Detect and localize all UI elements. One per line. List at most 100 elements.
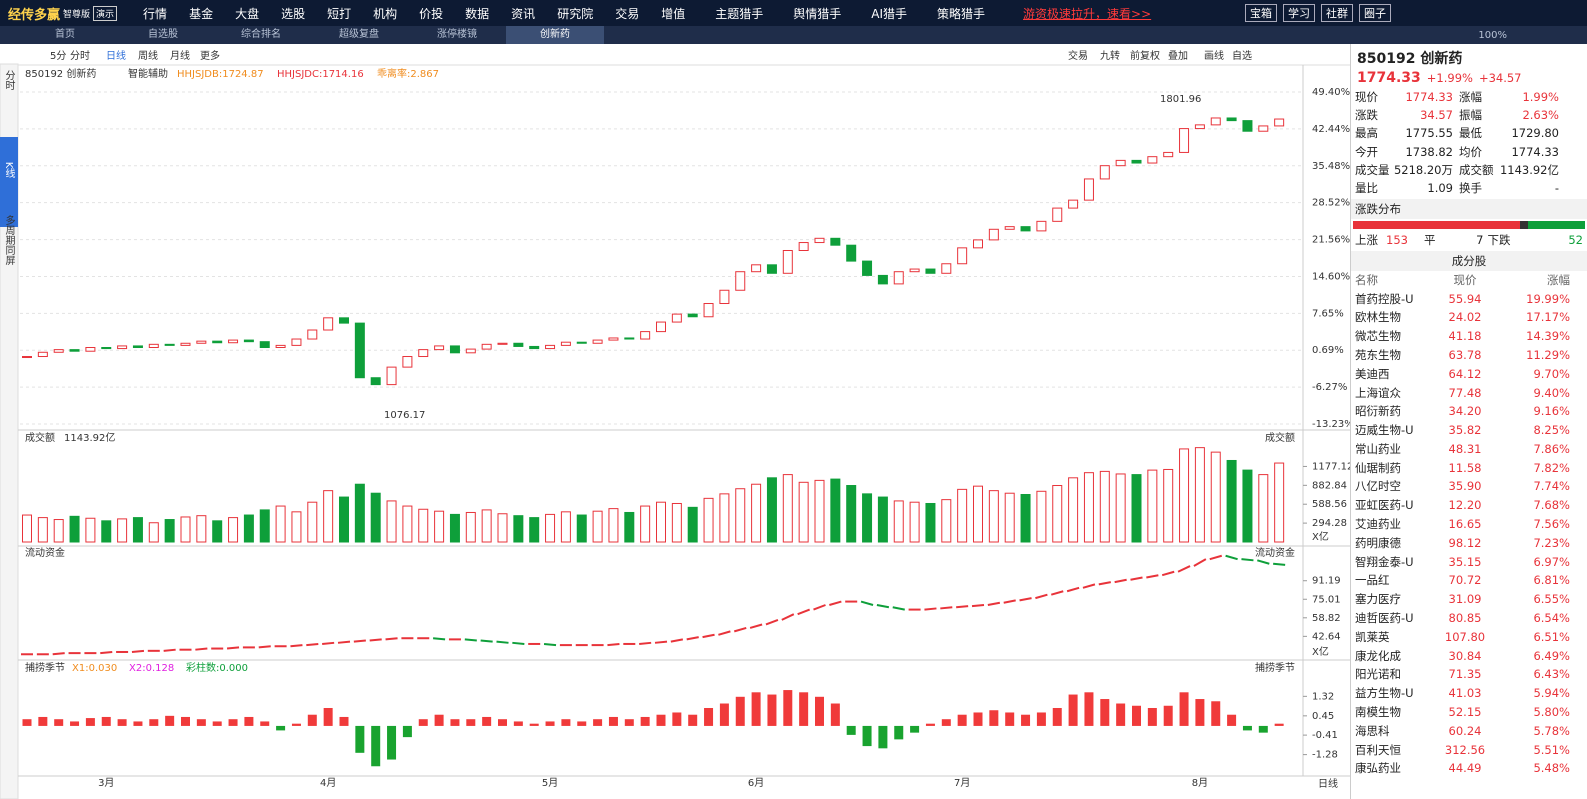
candle <box>925 268 936 274</box>
osc-bar <box>387 725 397 760</box>
constituent-row[interactable]: 美迪西 64.12 9.70% <box>1351 364 1587 383</box>
menu-item[interactable]: 策略猎手 <box>937 6 986 21</box>
constituent-cell: 12.20 <box>1448 498 1482 513</box>
menu-item[interactable]: 机构 <box>373 6 398 21</box>
constituent-row[interactable]: 首药控股-U 55.94 19.99% <box>1351 289 1587 308</box>
constituent-row[interactable]: 阳光诺和 71.35 6.43% <box>1351 665 1587 684</box>
constituent-cell: 35.15 <box>1448 554 1482 569</box>
volume-bar <box>1020 494 1031 543</box>
y-tick-label: -1.28 <box>1312 750 1338 761</box>
volume-bar <box>703 497 714 543</box>
candle <box>1115 159 1126 167</box>
menu-item[interactable]: 主题猎手 <box>715 6 764 21</box>
menu-item[interactable]: 基金 <box>189 6 214 21</box>
distribution-item: 153 <box>1386 233 1408 248</box>
constituent-row[interactable]: 一品红 70.72 6.81% <box>1351 571 1587 590</box>
constituent-row[interactable]: 海思科 60.24 5.78% <box>1351 721 1587 740</box>
top-button[interactable]: 圈子 <box>1359 4 1391 22</box>
flow-dash <box>971 604 985 608</box>
candle <box>307 329 318 340</box>
tab[interactable]: 创新药 <box>506 26 604 44</box>
tab[interactable]: 涨停楼镜 <box>437 29 477 40</box>
promo[interactable]: 游资极速拉升，速看>> <box>1023 6 1152 21</box>
flow-dash <box>369 638 382 642</box>
constituent-row[interactable]: 迪哲医药-U 80.85 6.54% <box>1351 609 1587 628</box>
constituent-row[interactable]: 艾迪药业 16.65 7.56% <box>1351 515 1587 534</box>
top-button[interactable]: 宝箱 <box>1245 4 1277 22</box>
top-button[interactable]: 社群 <box>1321 4 1353 22</box>
edition: 智尊版 <box>63 9 91 20</box>
menu-item[interactable]: 研究院 <box>557 6 594 21</box>
osc-bar <box>624 719 634 726</box>
menu-item[interactable]: 选股 <box>281 6 306 21</box>
y-tick-label: 294.28 <box>1312 518 1347 529</box>
constituent-cell: 百利天恒 <box>1355 742 1401 757</box>
constituent-cell: 阳光诺和 <box>1355 667 1401 682</box>
constituent-row[interactable]: 南模生物 52.15 5.80% <box>1351 703 1587 722</box>
quote-cell: 2.63% <box>1522 108 1559 123</box>
constituent-row[interactable]: 康弘药业 44.49 5.48% <box>1351 759 1587 778</box>
volume-bar <box>1036 490 1047 543</box>
flow-dash <box>353 639 366 643</box>
constituent-row[interactable]: 凯莱英 107.80 6.51% <box>1351 627 1587 646</box>
constituent-row[interactable]: 仙琚制药 11.58 7.82% <box>1351 458 1587 477</box>
osc-bar <box>577 721 587 726</box>
constituent-row[interactable]: 欧林生物 24.02 17.17% <box>1351 308 1587 327</box>
osc-bar <box>1163 705 1173 726</box>
candle <box>418 349 429 358</box>
menu-item[interactable]: 短打 <box>327 6 352 21</box>
tab[interactable]: 超级复盘 <box>339 29 379 40</box>
constituent-cell: 19.99% <box>1526 291 1570 306</box>
constituent-row[interactable]: 百利天恒 312.56 5.51% <box>1351 740 1587 759</box>
menu-item[interactable]: 大盘 <box>235 6 260 21</box>
constituent-row[interactable]: 康龙化成 30.84 6.49% <box>1351 646 1587 665</box>
flow-dash <box>749 623 763 629</box>
volume-bar <box>798 481 809 543</box>
constituent-cell: 艾迪药业 <box>1355 517 1401 532</box>
constituent-row[interactable]: 迈威生物-U 35.82 8.25% <box>1351 421 1587 440</box>
candle <box>893 271 904 285</box>
constituent-row[interactable]: 上海谊众 77.48 9.40% <box>1351 383 1587 402</box>
constituent-row[interactable]: 微芯生物 41.18 14.39% <box>1351 327 1587 346</box>
distribution-row: 上涨 153 平 7 下跌 52 <box>1351 231 1587 249</box>
y-tick-label: 14.60% <box>1312 271 1350 282</box>
candle <box>751 264 762 273</box>
tab-bar: 首页 自选股 综合排名 超级复盘 涨停楼镜 创新药 100% <box>0 26 1587 44</box>
toolbar-item: 5分 <box>50 50 66 62</box>
constituent-row[interactable]: 苑东生物 63.78 11.29% <box>1351 346 1587 365</box>
constituent-row[interactable]: 八亿时空 35.90 7.74% <box>1351 477 1587 496</box>
y-tick-label: 42.44% <box>1312 124 1350 135</box>
menu-item[interactable]: 价投 <box>419 6 444 21</box>
menu-item[interactable]: 资讯 <box>511 6 536 21</box>
constituent-row[interactable]: 智翔金泰-U 35.15 6.97% <box>1351 552 1587 571</box>
menu-item[interactable]: 舆情猎手 <box>793 6 842 21</box>
constituent-row[interactable]: 常山药业 48.31 7.86% <box>1351 440 1587 459</box>
menu-item[interactable]: 数据 <box>465 6 490 21</box>
constituent-row[interactable]: 药明康德 98.12 7.23% <box>1351 533 1587 552</box>
volume-bar <box>1163 468 1174 543</box>
constituent-cell: 塞力医疗 <box>1355 592 1401 607</box>
y-tick-label: 1.32 <box>1312 691 1334 702</box>
constituent-row[interactable]: 亚虹医药-U 12.20 7.68% <box>1351 496 1587 515</box>
constituent-row[interactable]: 塞力医疗 31.09 6.55% <box>1351 590 1587 609</box>
quote-cell: 1774.33 <box>1405 90 1453 105</box>
osc-bar <box>783 690 793 726</box>
tab[interactable]: 自选股 <box>148 29 178 40</box>
top-button[interactable]: 学习 <box>1283 4 1315 22</box>
constituent-row[interactable]: 益方生物-U 41.03 5.94% <box>1351 684 1587 703</box>
candle <box>449 345 460 354</box>
menu-item[interactable]: AI猎手 <box>871 6 908 21</box>
candle <box>434 345 445 351</box>
constituent-cell: 上海谊众 <box>1355 385 1401 400</box>
constituent-cell: 48.31 <box>1448 441 1482 456</box>
toolbar-item: 更多 <box>200 49 220 62</box>
menu-item[interactable]: 增值 <box>661 6 686 21</box>
tab[interactable]: 首页 <box>55 29 75 40</box>
chart-title: 850192 创新药 <box>25 67 96 80</box>
tab[interactable]: 综合排名 <box>241 29 281 40</box>
y-tick-label: 91.19 <box>1312 576 1341 587</box>
volume-bar <box>101 520 112 543</box>
menu-item[interactable]: 行情 <box>143 6 168 21</box>
constituent-row[interactable]: 昭衍新药 34.20 9.16% <box>1351 402 1587 421</box>
menu-item[interactable]: 交易 <box>615 6 640 21</box>
